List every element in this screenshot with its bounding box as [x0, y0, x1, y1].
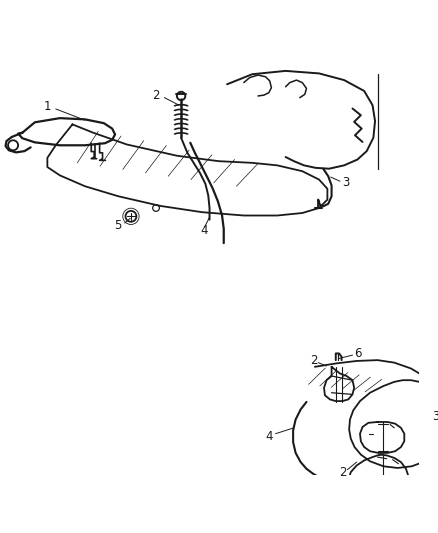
Text: 5: 5: [114, 219, 121, 232]
Text: 4: 4: [265, 430, 272, 443]
Text: 3: 3: [432, 410, 438, 423]
Text: 2: 2: [339, 466, 347, 479]
Text: 1: 1: [44, 100, 51, 114]
Text: 2: 2: [152, 90, 160, 102]
Text: 2: 2: [310, 354, 318, 367]
Text: 4: 4: [201, 224, 208, 237]
Text: 6: 6: [354, 347, 361, 360]
Text: 3: 3: [343, 176, 350, 189]
